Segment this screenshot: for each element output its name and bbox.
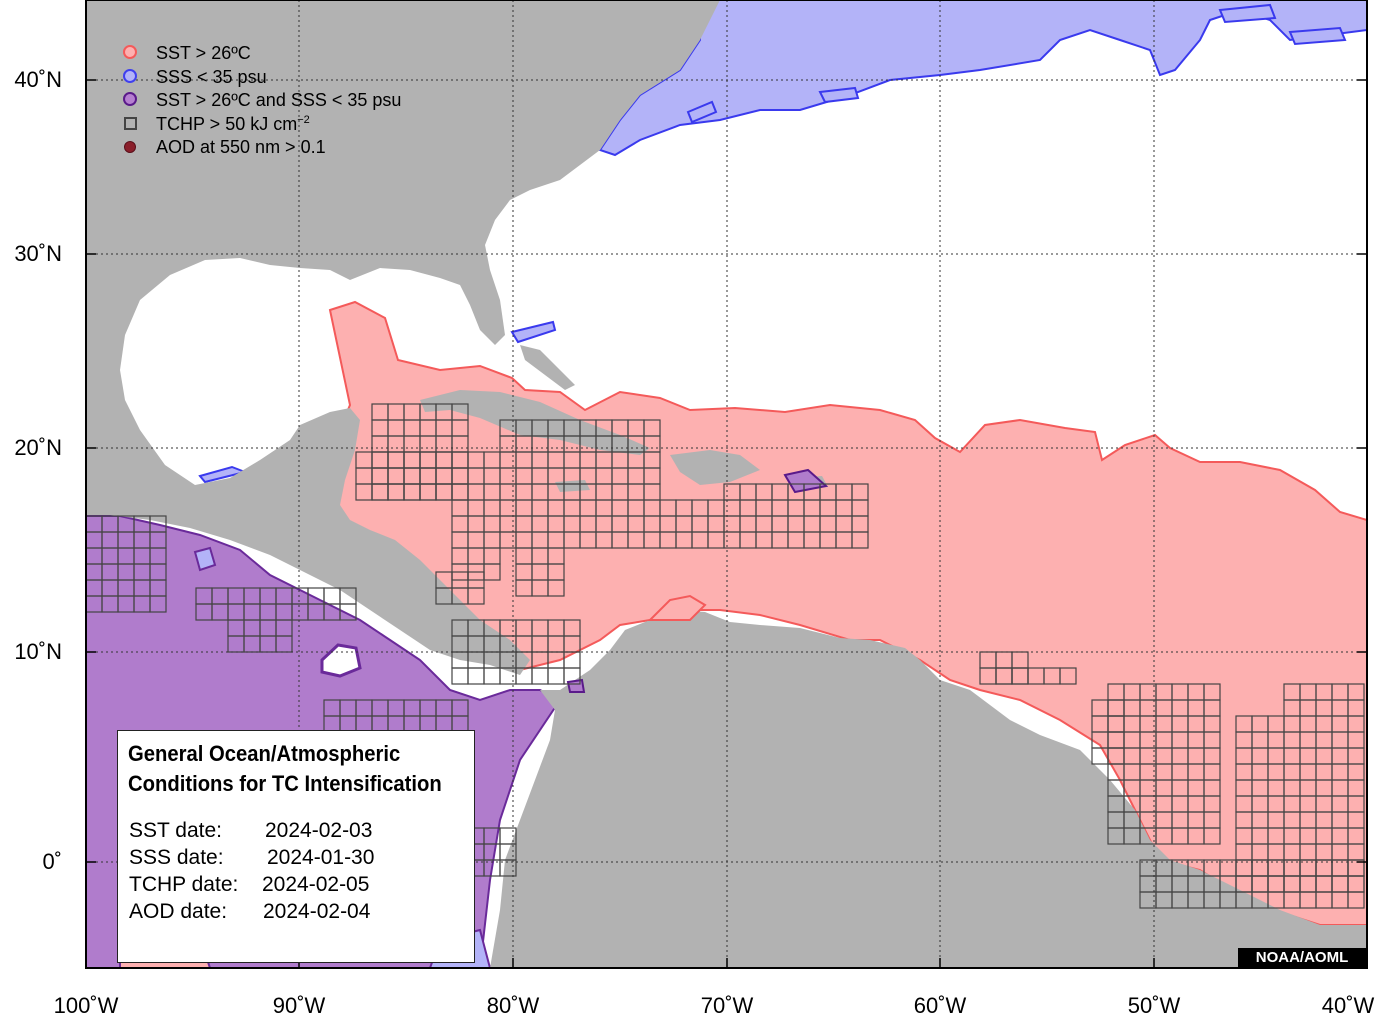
circle-icon	[123, 45, 137, 59]
tchp-cell	[1203, 827, 1221, 845]
tchp-cell	[499, 859, 517, 877]
info-row-value: 2024-02-05	[262, 873, 370, 896]
info-row-key: TCHP date:	[129, 873, 239, 896]
tchp-cell	[339, 603, 357, 621]
legend-item-tchp: TCHP > 50 kJ cm−2	[114, 113, 401, 137]
info-row-aod-date: AOD date: 2024-02-04	[129, 900, 370, 924]
info-title-line2: Conditions for TC Intensification	[128, 771, 442, 796]
info-box: General Ocean/Atmospheric Conditions for…	[117, 730, 475, 963]
info-row-key: SST date:	[129, 819, 223, 842]
tchp-cell	[275, 635, 293, 653]
lon-label-40w: 40˚W	[1321, 993, 1375, 1018]
lon-label-90w: 90˚W	[272, 993, 326, 1018]
info-row-value: 2024-02-04	[263, 900, 371, 923]
lat-label-0: 0˚	[42, 849, 62, 874]
legend-label: SST > 26ºC	[156, 43, 251, 63]
info-row-value: 2024-02-03	[265, 819, 373, 842]
legend-label: SST > 26ºC and SSS < 35 psu	[156, 90, 402, 110]
tchp-cell	[851, 531, 869, 549]
tchp-cell	[1107, 747, 1125, 765]
square-icon	[124, 116, 137, 130]
circle-icon	[123, 68, 137, 83]
lon-label-60w: 60˚W	[913, 993, 967, 1018]
info-row-key: SSS date:	[129, 846, 224, 869]
legend-label: SSS < 35 psu	[156, 66, 267, 87]
lat-label-10n: 10˚N	[14, 639, 62, 664]
land-north-america	[86, 0, 720, 675]
info-row-sst-date: SST date: 2024-02-03	[129, 819, 372, 843]
legend-label: TCHP > 50 kJ cm	[156, 113, 298, 134]
legend-label-superscript: −2	[297, 113, 310, 126]
tchp-cell	[563, 667, 581, 685]
lat-label-30n: 30˚N	[14, 241, 62, 266]
lat-label-40n: 40˚N	[14, 67, 62, 92]
legend-item-sss: SSS < 35 psu	[114, 66, 401, 90]
tchp-cell	[1059, 667, 1077, 685]
lon-label-100w: 100˚W	[53, 993, 119, 1018]
land-south-america	[490, 610, 1367, 968]
filled-dot-icon	[124, 141, 136, 153]
legend-item-aod: AOD at 550 nm > 0.1	[114, 136, 401, 160]
tchp-cell	[547, 579, 565, 597]
lon-label-80w: 80˚W	[486, 993, 540, 1018]
lon-label-70w: 70˚W	[700, 993, 754, 1018]
info-title-line1: General Ocean/Atmospheric	[128, 741, 401, 766]
legend-item-sst: SST > 26ºC	[114, 42, 401, 66]
tchp-cell	[467, 587, 485, 605]
sst-region	[328, 300, 1367, 926]
legend-item-sst-and-sss: SST > 26ºC and SSS < 35 psu	[114, 89, 401, 113]
lat-label-20n: 20˚N	[14, 435, 62, 460]
info-row-sss-date: SSS date: 2024-01-30	[129, 846, 374, 870]
info-row-key: AOD date:	[129, 900, 228, 923]
tchp-cell	[1347, 891, 1365, 909]
land-cuba	[420, 390, 650, 455]
tchp-grid	[86, 403, 1365, 909]
tchp-cell	[149, 595, 167, 613]
credit-badge: NOAA/AOML	[1238, 948, 1366, 968]
legend-label: AOD at 550 nm > 0.1	[156, 137, 326, 157]
info-row-tchp-date: TCHP date: 2024-02-05	[129, 873, 369, 897]
circle-icon	[123, 92, 137, 106]
lon-label-50w: 50˚W	[1127, 993, 1181, 1018]
info-row-value: 2024-01-30	[267, 846, 375, 869]
legend: SST > 26ºC SSS < 35 psu SST > 26ºC and S…	[114, 42, 401, 160]
land-hispaniola	[670, 450, 760, 485]
tchp-cell	[1347, 699, 1365, 717]
